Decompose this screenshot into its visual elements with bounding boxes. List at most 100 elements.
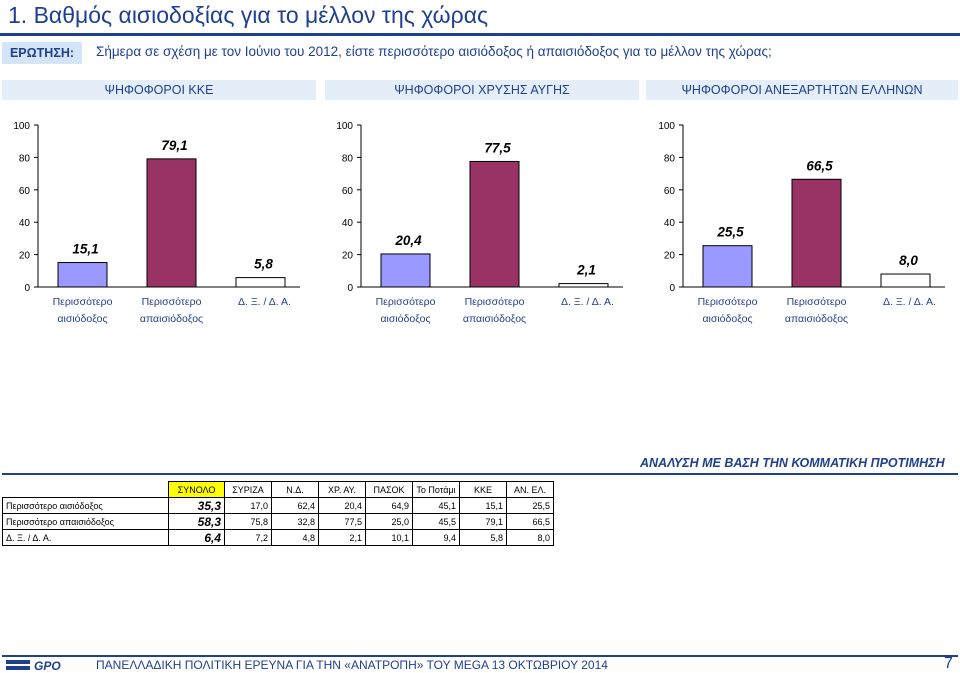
- table-corner: [3, 482, 169, 498]
- row-total: 6,4: [168, 529, 225, 546]
- category-label: απαισιόδοξος: [140, 313, 203, 325]
- logo-text: GPO: [34, 659, 61, 671]
- analysis-title: ΑΝΑΛΥΣΗ ΜΕ ΒΑΣΗ ΤΗΝ ΚΟΜΜΑΤΙΚΗ ΠΡΟΤΙΜΗΣΗ: [640, 456, 945, 470]
- table-header-party: Το Ποτάμι: [412, 481, 460, 498]
- table-cell: 17,0: [224, 497, 272, 514]
- table-row: Δ. Ξ. / Δ. Α. 6,4 7,2 4,8 2,1 10,1 9,4 5…: [2, 529, 554, 546]
- y-tick-label: 40: [19, 218, 31, 229]
- table-header-row: ΣΥΝΟΛΟ ΣΥΡΙΖΑ Ν.Δ. ΧΡ. ΑΥ. ΠΑΣΟΚ Το Ποτά…: [3, 481, 554, 498]
- bar-value-label: 20,4: [394, 233, 422, 248]
- bar-value-label: 2,1: [576, 263, 596, 278]
- y-tick-label: 60: [664, 186, 676, 197]
- table-header-party: ΚΚΕ: [459, 481, 507, 498]
- table-cell: 75,8: [224, 513, 272, 530]
- question-label: ΕΡΩΤΗΣΗ:: [2, 42, 82, 64]
- table-cell: 64,9: [365, 497, 413, 514]
- table-cell: 79,1: [459, 513, 507, 530]
- bar-value-label: 66,5: [806, 158, 833, 173]
- category-label: Περισσότερο: [142, 296, 202, 308]
- y-tick-label: 80: [342, 153, 354, 164]
- table-cell: 25,5: [506, 497, 554, 514]
- bar-value-label: 15,1: [72, 242, 98, 257]
- panel-title-xa: ΨΗΦΟΦΟΡΟΙ ΧΡΥΣΗΣ ΑΥΓΗΣ: [325, 80, 639, 100]
- y-tick-label: 20: [664, 251, 676, 262]
- y-tick-label: 100: [13, 121, 30, 132]
- y-tick-label: 0: [347, 283, 353, 294]
- table-header-party: ΣΥΡΙΖΑ: [224, 481, 272, 498]
- party-breakdown-table: ΣΥΝΟΛΟ ΣΥΡΙΖΑ Ν.Δ. ΧΡ. ΑΥ. ΠΑΣΟΚ Το Ποτά…: [2, 481, 554, 546]
- category-label: απαισιόδοξος: [463, 313, 526, 325]
- category-label: Δ. Ξ. / Δ. Α.: [238, 296, 291, 308]
- table-cell: 10,1: [365, 529, 413, 546]
- table-row: Περισσότερο απαισιόδοξος 58,3 75,8 32,8 …: [2, 513, 554, 530]
- bar-value-label: 5,8: [254, 257, 273, 272]
- bar: [380, 253, 431, 288]
- table-cell: 66,5: [506, 513, 554, 530]
- y-tick-label: 0: [669, 283, 675, 294]
- bar-value-label: 77,5: [484, 140, 511, 155]
- bar: [791, 178, 842, 288]
- panel-title-anel: ΨΗΦΟΦΟΡΟΙ ΑΝΕΞΑΡΤΗΤΩΝ ΕΛΛΗΝΩΝ: [646, 80, 958, 100]
- bar: [57, 262, 108, 288]
- page-title: 1. Βαθμός αισιοδοξίας για το μέλλον της …: [8, 2, 489, 28]
- table-cell: 7,2: [224, 529, 272, 546]
- y-tick-label: 100: [658, 121, 675, 132]
- title-bar: 1. Βαθμός αισιοδοξίας για το μέλλον της …: [0, 0, 960, 36]
- category-label: αισιόδοξος: [57, 313, 107, 325]
- y-tick-label: 100: [336, 121, 353, 132]
- gpo-logo: GPO: [6, 659, 61, 671]
- category-label: απαισιόδοξος: [785, 313, 848, 325]
- category-label: Δ. Ξ. / Δ. Α.: [561, 296, 614, 308]
- category-label: Περισσότερο: [376, 296, 436, 308]
- category-label: Περισσότερο: [787, 296, 847, 308]
- table-header-party: ΠΑΣΟΚ: [365, 481, 413, 498]
- table-cell: 25,0: [365, 513, 413, 530]
- analysis-divider: [2, 473, 958, 475]
- category-label: αισιόδοξος: [380, 313, 430, 325]
- y-tick-label: 0: [24, 283, 30, 294]
- row-label: Περισσότερο απαισιόδοξος: [2, 513, 169, 530]
- table-cell: 2,1: [318, 529, 366, 546]
- category-label: αισιόδοξος: [702, 313, 752, 325]
- bar: [146, 158, 197, 288]
- bar: [235, 277, 286, 288]
- page-number: 7: [944, 655, 953, 672]
- bar-value-label: 79,1: [161, 138, 187, 153]
- table-cell: 77,5: [318, 513, 366, 530]
- category-label: Περισσότερο: [698, 296, 758, 308]
- y-tick-label: 80: [19, 153, 31, 164]
- bar: [469, 160, 520, 288]
- y-tick-label: 40: [664, 218, 676, 229]
- y-tick-label: 60: [19, 186, 31, 197]
- table-cell: 9,4: [412, 529, 460, 546]
- row-total: 35,3: [168, 497, 225, 514]
- table-header-party: ΑΝ. ΕΛ.: [506, 481, 554, 498]
- y-tick-label: 40: [342, 218, 354, 229]
- charts-area: 0 20 40 60 80 100 15,1 Περισσότερο αισιόδοξος 79,…: [13, 121, 945, 325]
- category-label: Δ. Ξ. / Δ. Α.: [883, 296, 936, 308]
- table-header-party: ΧΡ. ΑΥ.: [318, 481, 366, 498]
- table-cell: 5,8: [459, 529, 507, 546]
- table-cell: 4,8: [271, 529, 319, 546]
- table-cell: 8,0: [506, 529, 554, 546]
- table-cell: 15,1: [459, 497, 507, 514]
- question-text: Σήμερα σε σχέση με τον Ιούνιο του 2012, …: [96, 44, 772, 59]
- table-row: Περισσότερο αισιόδοξος 35,3 17,0 62,4 20…: [2, 497, 554, 514]
- y-tick-label: 20: [19, 251, 31, 262]
- row-label: Περισσότερο αισιόδοξος: [2, 497, 169, 514]
- y-tick-label: 60: [342, 186, 354, 197]
- panel-title-kke: ΨΗΦΟΦΟΡΟΙ ΚΚΕ: [2, 80, 316, 100]
- table-cell: 32,8: [271, 513, 319, 530]
- row-label: Δ. Ξ. / Δ. Α.: [2, 529, 169, 546]
- bar-value-label: 8,0: [899, 253, 918, 268]
- table-cell: 62,4: [271, 497, 319, 514]
- table-header-total: ΣΥΝΟΛΟ: [168, 481, 225, 498]
- table-cell: 20,4: [318, 497, 366, 514]
- table-cell: 45,1: [412, 497, 460, 514]
- bar: [702, 245, 753, 288]
- y-tick-label: 20: [342, 251, 354, 262]
- y-tick-label: 80: [664, 153, 676, 164]
- bar-value-label: 25,5: [716, 225, 744, 240]
- row-total: 58,3: [168, 513, 225, 530]
- category-label: Περισσότερο: [465, 296, 525, 308]
